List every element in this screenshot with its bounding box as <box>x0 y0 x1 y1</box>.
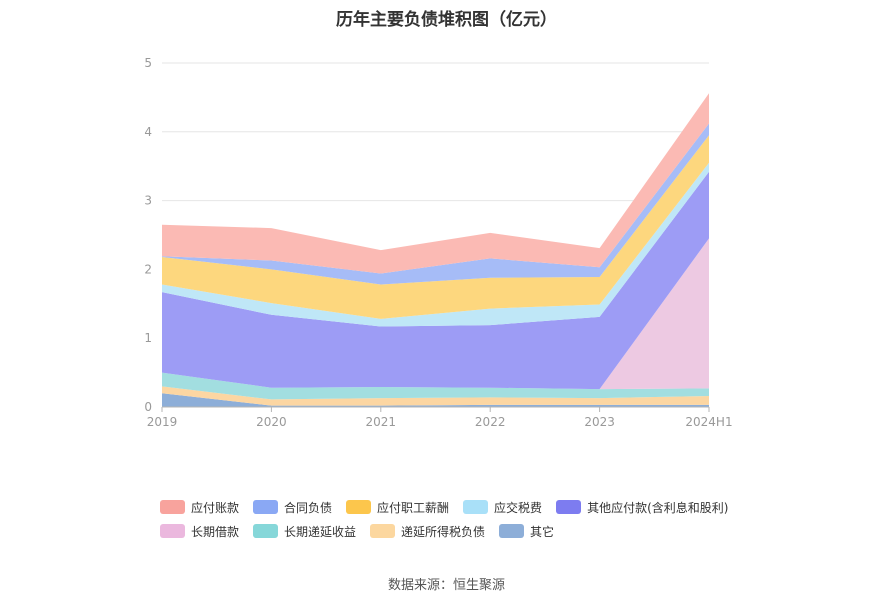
x-tick-label: 2022 <box>475 415 506 429</box>
y-tick-label: 4 <box>144 125 152 139</box>
legend-item[interactable]: 长期借款 <box>160 523 239 540</box>
legend-item[interactable]: 应付职工薪酬 <box>346 499 449 516</box>
legend-item[interactable]: 应付账款 <box>160 499 239 516</box>
legend-label: 应交税费 <box>494 500 543 515</box>
legend-swatch <box>253 524 279 538</box>
y-tick-label: 5 <box>144 56 152 70</box>
legend-label: 长期递延收益 <box>284 524 357 539</box>
y-tick-label: 3 <box>144 194 152 208</box>
legend-swatch <box>346 500 372 514</box>
legend-label: 其他应付款(含利息和股利) <box>587 500 729 515</box>
legend-item[interactable]: 其它 <box>499 523 554 540</box>
legend-label: 其它 <box>530 524 555 539</box>
chart-title: 历年主要负债堆积图（亿元） <box>336 10 557 30</box>
x-tick-label: 2021 <box>366 415 397 429</box>
y-tick-label: 0 <box>144 400 152 414</box>
legend-label: 长期借款 <box>191 524 240 539</box>
legend-label: 合同负债 <box>284 500 333 515</box>
x-tick-label: 2024H1 <box>685 415 732 429</box>
legend: 应付账款 合同负债 应付职工薪酬 应交税费 其他应付款(含利息和股利) 长期借款 长期递延收… <box>160 496 800 544</box>
legend-swatch <box>556 500 582 514</box>
area-series <box>162 93 709 274</box>
legend-item[interactable]: 合同负债 <box>253 499 332 516</box>
legend-item[interactable]: 递延所得税负债 <box>370 523 485 540</box>
legend-label: 应付账款 <box>191 500 240 515</box>
area-series <box>162 386 709 406</box>
area-series <box>162 135 709 319</box>
area-series <box>162 171 709 390</box>
area-series <box>162 372 709 400</box>
y-tick-label: 1 <box>144 331 152 345</box>
x-tick-label: 2023 <box>584 415 615 429</box>
legend-label: 递延所得税负债 <box>401 524 486 539</box>
y-tick-label: 2 <box>144 262 152 276</box>
x-tick-label: 2020 <box>256 415 287 429</box>
legend-swatch <box>370 524 396 538</box>
area-series <box>162 393 709 407</box>
legend-item[interactable]: 其他应付款(含利息和股利) <box>556 499 728 516</box>
legend-label: 应付职工薪酬 <box>377 500 450 515</box>
legend-row: 长期借款 长期递延收益 递延所得税负债 其它 <box>160 520 800 542</box>
legend-swatch <box>160 524 185 538</box>
legend-item[interactable]: 应交税费 <box>463 499 542 516</box>
legend-row: 应付账款 合同负债 应付职工薪酬 应交税费 其他应付款(含利息和股利) <box>160 496 800 518</box>
legend-item[interactable]: 长期递延收益 <box>253 523 356 540</box>
legend-swatch <box>253 500 279 514</box>
data-source: 数据来源：恒生聚源 <box>387 578 505 593</box>
legend-swatch <box>463 500 489 514</box>
legend-swatch <box>160 500 185 514</box>
x-tick-label: 2019 <box>147 415 178 429</box>
area-series <box>162 238 709 390</box>
legend-swatch <box>499 524 525 538</box>
